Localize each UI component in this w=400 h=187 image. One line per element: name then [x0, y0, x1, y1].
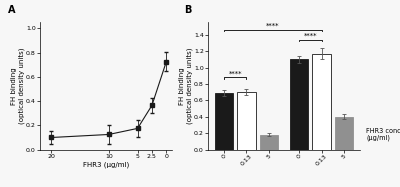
Text: ****: ****: [266, 23, 280, 29]
Bar: [312, 54, 331, 150]
Y-axis label: FH binding
(optical density units): FH binding (optical density units): [11, 48, 24, 124]
Text: A: A: [8, 5, 16, 15]
Bar: [215, 93, 233, 150]
Bar: [260, 135, 278, 150]
Bar: [237, 92, 256, 150]
Bar: [335, 117, 353, 150]
X-axis label: FHR3 (μg/ml): FHR3 (μg/ml): [83, 162, 129, 168]
Text: B: B: [184, 5, 191, 15]
Text: ****: ****: [228, 70, 242, 77]
Y-axis label: FH binding
(optical density units): FH binding (optical density units): [179, 48, 192, 124]
Text: FHR3 concentration
(μg/ml): FHR3 concentration (μg/ml): [366, 128, 400, 141]
Bar: [290, 59, 308, 150]
Text: ****: ****: [304, 33, 317, 39]
